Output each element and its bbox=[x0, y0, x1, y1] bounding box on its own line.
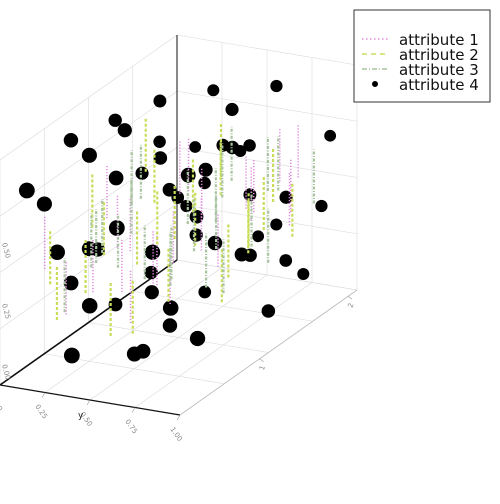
point-attribute-4 bbox=[153, 135, 166, 148]
point-attribute-4 bbox=[261, 304, 276, 318]
tick-label-z: 0.50 bbox=[0, 242, 12, 259]
tick-label-y: 0.75 bbox=[123, 418, 138, 435]
point-attribute-4 bbox=[189, 141, 202, 153]
gridline-floor-y bbox=[89, 274, 268, 401]
axis-x-line bbox=[0, 259, 178, 386]
point-attribute-4 bbox=[153, 151, 168, 165]
point-attribute-4 bbox=[162, 318, 178, 333]
point-attribute-4 bbox=[108, 170, 124, 186]
point-attribute-4 bbox=[189, 330, 206, 347]
tick-y bbox=[131, 407, 136, 413]
point-attribute-4 bbox=[234, 144, 247, 158]
series-attribute-3 bbox=[63, 126, 316, 313]
grid-layer bbox=[0, 34, 358, 416]
point-attribute-4 bbox=[315, 199, 328, 213]
point-attribute-4 bbox=[279, 254, 293, 267]
point-attribute-4 bbox=[270, 218, 283, 231]
point-attribute-4 bbox=[144, 285, 159, 300]
point-attribute-4 bbox=[207, 84, 220, 97]
legend-marker-attribute-4 bbox=[372, 81, 378, 87]
legend-label-attribute-4: attribute 4 bbox=[399, 76, 479, 94]
point-attribute-4 bbox=[324, 129, 337, 142]
tick-y bbox=[176, 414, 181, 421]
series-layer bbox=[18, 79, 337, 364]
legend-label-attribute-2: attribute 2 bbox=[399, 46, 479, 64]
point-attribute-4 bbox=[198, 162, 213, 177]
series-attribute-4 bbox=[18, 79, 337, 364]
tick-label-x: 2 bbox=[347, 302, 356, 309]
gridline-floor-y bbox=[134, 282, 313, 408]
tick-label-z: 0.00 bbox=[0, 363, 12, 380]
point-attribute-4 bbox=[162, 182, 177, 197]
point-attribute-4 bbox=[108, 113, 122, 127]
gridline-floor-x bbox=[132, 290, 313, 322]
point-attribute-4 bbox=[297, 267, 310, 281]
tick-x bbox=[259, 358, 264, 362]
axis-title-y: y bbox=[78, 411, 84, 421]
legend-label-attribute-1: attribute 1 bbox=[399, 31, 479, 49]
tick-y bbox=[41, 392, 46, 398]
point-attribute-4 bbox=[135, 343, 151, 359]
point-attribute-4 bbox=[270, 79, 283, 93]
tick-label-y: 1.00 bbox=[168, 426, 183, 443]
point-attribute-4 bbox=[49, 244, 65, 260]
gridline-left-horizontal bbox=[0, 147, 178, 273]
gridline-left-horizontal bbox=[0, 34, 178, 161]
point-attribute-4 bbox=[81, 297, 98, 314]
point-attribute-4 bbox=[198, 176, 211, 190]
point-attribute-4 bbox=[180, 199, 193, 213]
tick-x bbox=[347, 296, 353, 300]
gridline-back-horizontal bbox=[176, 34, 358, 66]
point-attribute-4 bbox=[225, 102, 239, 117]
point-attribute-4 bbox=[171, 191, 185, 204]
gridline-back-horizontal bbox=[176, 90, 358, 122]
point-attribute-4 bbox=[63, 347, 80, 364]
point-attribute-4 bbox=[117, 123, 132, 138]
tick-label-y: 0.25 bbox=[33, 403, 48, 420]
point-attribute-4 bbox=[81, 241, 97, 257]
point-attribute-4 bbox=[198, 285, 212, 299]
point-attribute-4 bbox=[63, 133, 79, 148]
axis-floor-edge bbox=[179, 289, 358, 416]
point-attribute-4 bbox=[18, 182, 35, 199]
series-attribute-2 bbox=[49, 117, 294, 336]
legend-label-attribute-3: attribute 3 bbox=[399, 61, 479, 79]
legend-frame bbox=[353, 9, 491, 103]
point-attribute-4 bbox=[108, 297, 123, 312]
point-attribute-4 bbox=[108, 220, 125, 236]
point-attribute-4 bbox=[243, 188, 257, 202]
point-attribute-4 bbox=[162, 300, 179, 316]
point-attribute-4 bbox=[207, 235, 223, 251]
tick-y bbox=[86, 399, 91, 406]
point-attribute-4 bbox=[252, 230, 265, 243]
tick-label-x: 1 bbox=[258, 364, 267, 371]
point-attribute-4 bbox=[153, 94, 167, 108]
tick-label-y: 0.00 bbox=[0, 396, 4, 413]
point-attribute-4 bbox=[135, 166, 149, 180]
tick-label-z: 0.25 bbox=[0, 303, 12, 320]
point-attribute-4 bbox=[63, 275, 79, 291]
point-attribute-4 bbox=[243, 139, 256, 152]
legend: attribute 1 attribute 2 attribute 3 attr… bbox=[353, 9, 491, 103]
point-attribute-4 bbox=[81, 147, 97, 163]
point-attribute-4 bbox=[243, 248, 257, 262]
point-attribute-4 bbox=[36, 196, 52, 212]
point-attribute-4 bbox=[144, 265, 158, 280]
